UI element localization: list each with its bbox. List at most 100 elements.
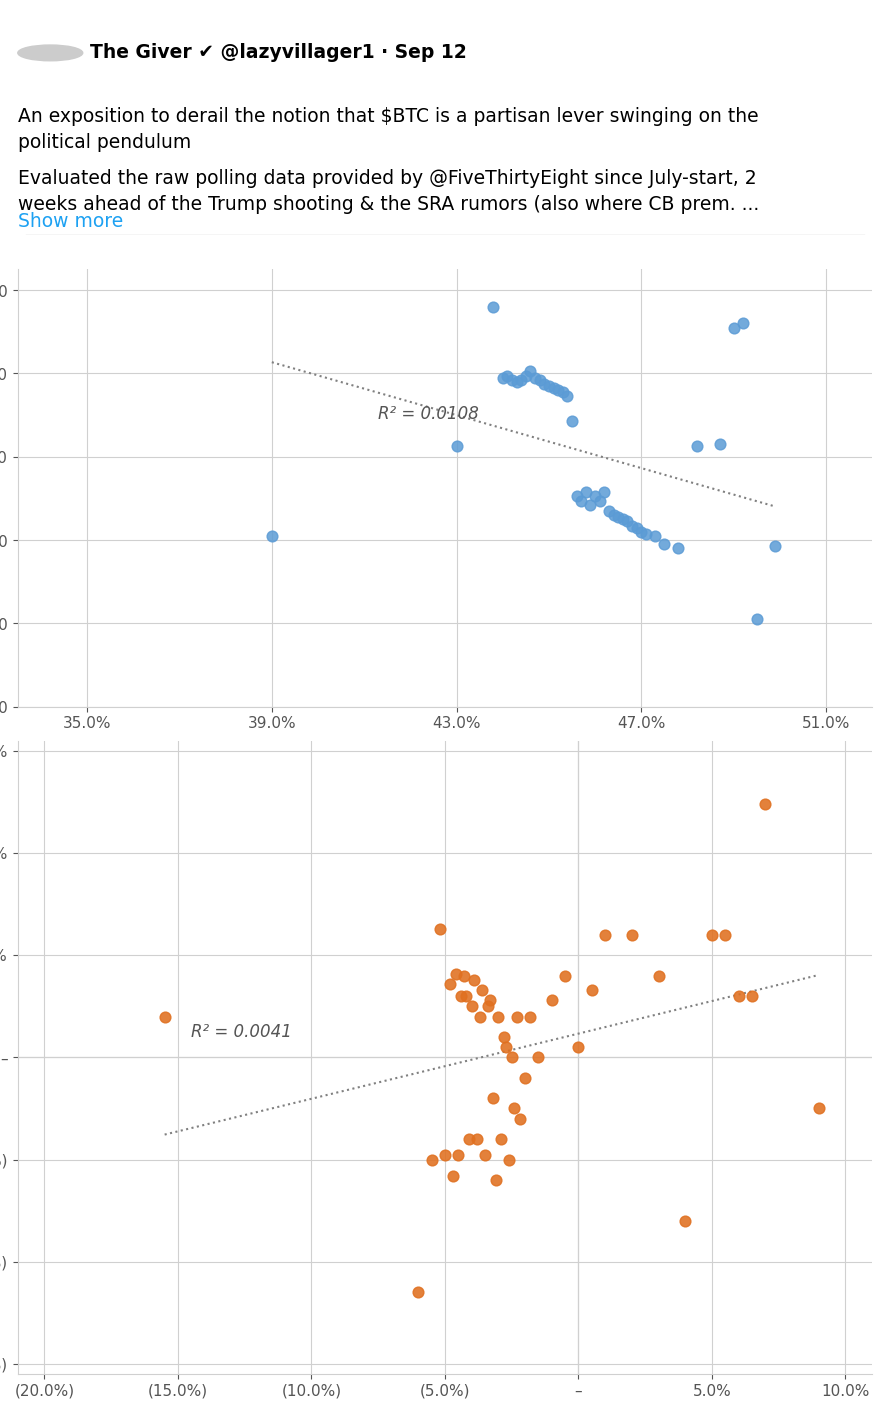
Point bbox=[496, 366, 510, 388]
Point bbox=[505, 369, 519, 391]
Point bbox=[451, 1144, 465, 1166]
Text: Evaluated the raw polling data provided by @FiveThirtyEight since July-start, 2
: Evaluated the raw polling data provided … bbox=[18, 168, 759, 215]
Point bbox=[491, 1005, 506, 1028]
Point bbox=[542, 374, 556, 397]
Point bbox=[629, 516, 643, 538]
Point bbox=[513, 1108, 527, 1130]
Point bbox=[459, 986, 473, 1008]
Point bbox=[538, 373, 552, 395]
Point bbox=[518, 1067, 532, 1089]
Point bbox=[726, 317, 740, 339]
Point bbox=[462, 1127, 476, 1150]
Point bbox=[732, 986, 746, 1008]
Point bbox=[657, 533, 671, 555]
Point bbox=[558, 965, 572, 987]
Point bbox=[705, 924, 719, 946]
Point bbox=[651, 965, 666, 987]
Point bbox=[523, 1005, 538, 1028]
Point bbox=[486, 1087, 500, 1109]
Point bbox=[500, 365, 514, 387]
Point bbox=[616, 508, 630, 530]
Point bbox=[749, 608, 764, 631]
Text: R² = 0.0108: R² = 0.0108 bbox=[378, 405, 479, 423]
Point bbox=[546, 377, 561, 400]
Point bbox=[606, 503, 620, 526]
Point bbox=[519, 365, 533, 387]
Point bbox=[449, 962, 463, 984]
Point bbox=[438, 1144, 452, 1166]
Point bbox=[565, 411, 579, 433]
Point bbox=[532, 369, 546, 391]
Point bbox=[555, 381, 570, 404]
Point bbox=[574, 489, 588, 512]
Point bbox=[497, 1026, 511, 1049]
Point bbox=[502, 1148, 516, 1171]
Point bbox=[611, 506, 626, 529]
Point bbox=[509, 370, 523, 393]
Point bbox=[457, 965, 471, 987]
Point bbox=[478, 1144, 492, 1166]
Point bbox=[598, 924, 612, 946]
Point bbox=[489, 1169, 503, 1192]
Point bbox=[475, 979, 490, 1001]
Point bbox=[570, 485, 584, 508]
Point bbox=[499, 1036, 514, 1059]
Point bbox=[494, 1127, 508, 1150]
Point bbox=[486, 296, 500, 318]
Point bbox=[467, 969, 481, 991]
Point bbox=[602, 499, 616, 522]
Point bbox=[597, 481, 611, 503]
Point bbox=[514, 369, 529, 391]
Point bbox=[411, 1281, 425, 1304]
Point bbox=[505, 1046, 519, 1068]
Point bbox=[158, 1005, 172, 1028]
Point bbox=[483, 988, 498, 1011]
Text: R² = 0.0041: R² = 0.0041 bbox=[191, 1023, 292, 1040]
Point bbox=[443, 973, 457, 995]
Point bbox=[625, 515, 639, 537]
Point bbox=[528, 366, 542, 388]
Text: Show more: Show more bbox=[18, 212, 123, 231]
Point bbox=[758, 794, 773, 816]
Point bbox=[713, 433, 727, 456]
Point bbox=[671, 537, 685, 559]
Point bbox=[571, 1036, 586, 1059]
Point bbox=[454, 986, 468, 1008]
Point bbox=[531, 1046, 546, 1068]
Point bbox=[635, 520, 649, 543]
Point bbox=[625, 924, 639, 946]
Point bbox=[264, 524, 279, 547]
Point bbox=[481, 995, 495, 1018]
Point bbox=[551, 379, 565, 401]
X-axis label: Trump's Est. Chance of Winning (%): Trump's Est. Chance of Winning (%) bbox=[264, 743, 626, 761]
Point bbox=[449, 435, 464, 457]
Point bbox=[507, 1098, 522, 1120]
Point bbox=[446, 1165, 460, 1187]
Text: An exposition to derail the notion that $BTC is a partisan lever swinging on the: An exposition to derail the notion that … bbox=[18, 107, 758, 153]
Point bbox=[678, 1210, 692, 1232]
Point bbox=[465, 995, 479, 1018]
Point bbox=[473, 1005, 487, 1028]
Point bbox=[768, 536, 782, 558]
Point bbox=[718, 924, 732, 946]
Text: The Giver ✔ @lazyvillager1 · Sep 12: The Giver ✔ @lazyvillager1 · Sep 12 bbox=[91, 43, 467, 63]
Point bbox=[648, 524, 662, 547]
Point bbox=[620, 510, 635, 533]
Point bbox=[425, 1148, 439, 1171]
Point bbox=[578, 481, 593, 503]
Point bbox=[812, 1098, 826, 1120]
Point bbox=[561, 386, 575, 408]
Point bbox=[583, 494, 597, 516]
Point bbox=[593, 489, 607, 512]
Point bbox=[639, 523, 653, 545]
Point bbox=[585, 979, 599, 1001]
Point bbox=[545, 988, 559, 1011]
Point bbox=[690, 435, 704, 457]
Point bbox=[510, 1005, 524, 1028]
Circle shape bbox=[18, 45, 83, 60]
Point bbox=[745, 986, 759, 1008]
Point bbox=[588, 485, 603, 508]
Point bbox=[433, 917, 447, 939]
Point bbox=[523, 360, 538, 383]
Point bbox=[470, 1127, 484, 1150]
